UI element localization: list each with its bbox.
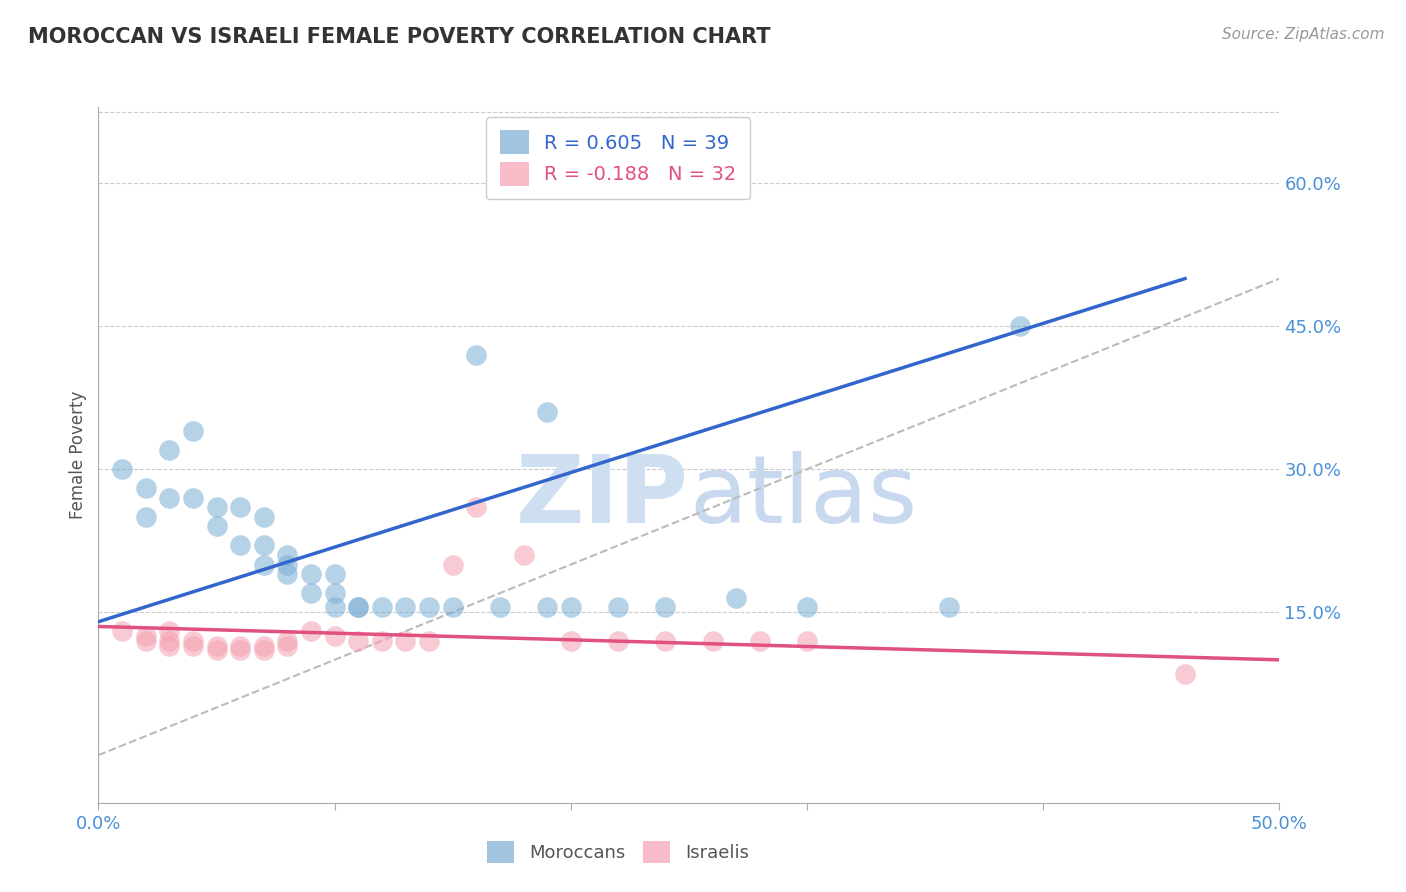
Point (276, 567, 298, 582)
Point (276, 639, 298, 653)
Point (323, 567, 346, 582)
Point (465, 348, 488, 362)
Point (299, 567, 322, 582)
Point (560, 633, 582, 648)
Point (181, 633, 204, 648)
Point (512, 548, 534, 562)
Point (205, 639, 228, 653)
Point (418, 633, 440, 648)
Text: ZIP: ZIP (516, 450, 689, 542)
Point (347, 600, 370, 615)
Text: MOROCCAN VS ISRAELI FEMALE POVERTY CORRELATION CHART: MOROCCAN VS ISRAELI FEMALE POVERTY CORRE… (28, 27, 770, 46)
Point (654, 633, 676, 648)
Point (157, 443, 180, 458)
Point (299, 586, 322, 600)
Point (253, 558, 276, 572)
Point (489, 600, 512, 615)
Point (253, 509, 276, 524)
Point (371, 600, 394, 615)
Point (229, 539, 252, 553)
Point (181, 424, 204, 438)
Point (465, 500, 488, 515)
Point (135, 633, 157, 648)
Point (725, 591, 748, 605)
Point (111, 462, 134, 476)
Point (371, 633, 394, 648)
Point (157, 633, 180, 648)
Point (536, 405, 558, 419)
Point (938, 600, 960, 615)
Point (253, 643, 276, 657)
Point (796, 600, 818, 615)
Point (157, 624, 180, 639)
Legend: Moroccans, Israelis: Moroccans, Israelis (481, 834, 756, 871)
Point (111, 624, 134, 639)
Text: Source: ZipAtlas.com: Source: ZipAtlas.com (1222, 27, 1385, 42)
Point (299, 624, 322, 639)
Y-axis label: Female Poverty: Female Poverty (69, 391, 87, 519)
Point (394, 633, 416, 648)
Point (323, 586, 346, 600)
Point (276, 633, 298, 648)
Point (205, 643, 228, 657)
Point (702, 633, 724, 648)
Point (607, 633, 630, 648)
Point (253, 539, 276, 553)
Point (323, 629, 346, 643)
Point (157, 639, 180, 653)
Point (135, 509, 157, 524)
Point (654, 600, 676, 615)
Point (536, 600, 558, 615)
Point (347, 633, 370, 648)
Point (347, 600, 370, 615)
Point (560, 600, 582, 615)
Point (276, 558, 298, 572)
Text: atlas: atlas (689, 450, 917, 542)
Point (1008, 319, 1031, 334)
Point (181, 491, 204, 505)
Point (748, 633, 770, 648)
Point (276, 548, 298, 562)
Point (205, 519, 228, 533)
Point (418, 600, 440, 615)
Point (157, 491, 180, 505)
Point (394, 600, 416, 615)
Point (796, 633, 818, 648)
Point (181, 639, 204, 653)
Point (323, 600, 346, 615)
Point (135, 481, 157, 495)
Point (229, 500, 252, 515)
Point (1174, 667, 1197, 681)
Point (205, 500, 228, 515)
Point (441, 558, 464, 572)
Point (229, 643, 252, 657)
Point (441, 600, 464, 615)
Point (229, 639, 252, 653)
Point (135, 629, 157, 643)
Point (253, 639, 276, 653)
Point (607, 600, 630, 615)
